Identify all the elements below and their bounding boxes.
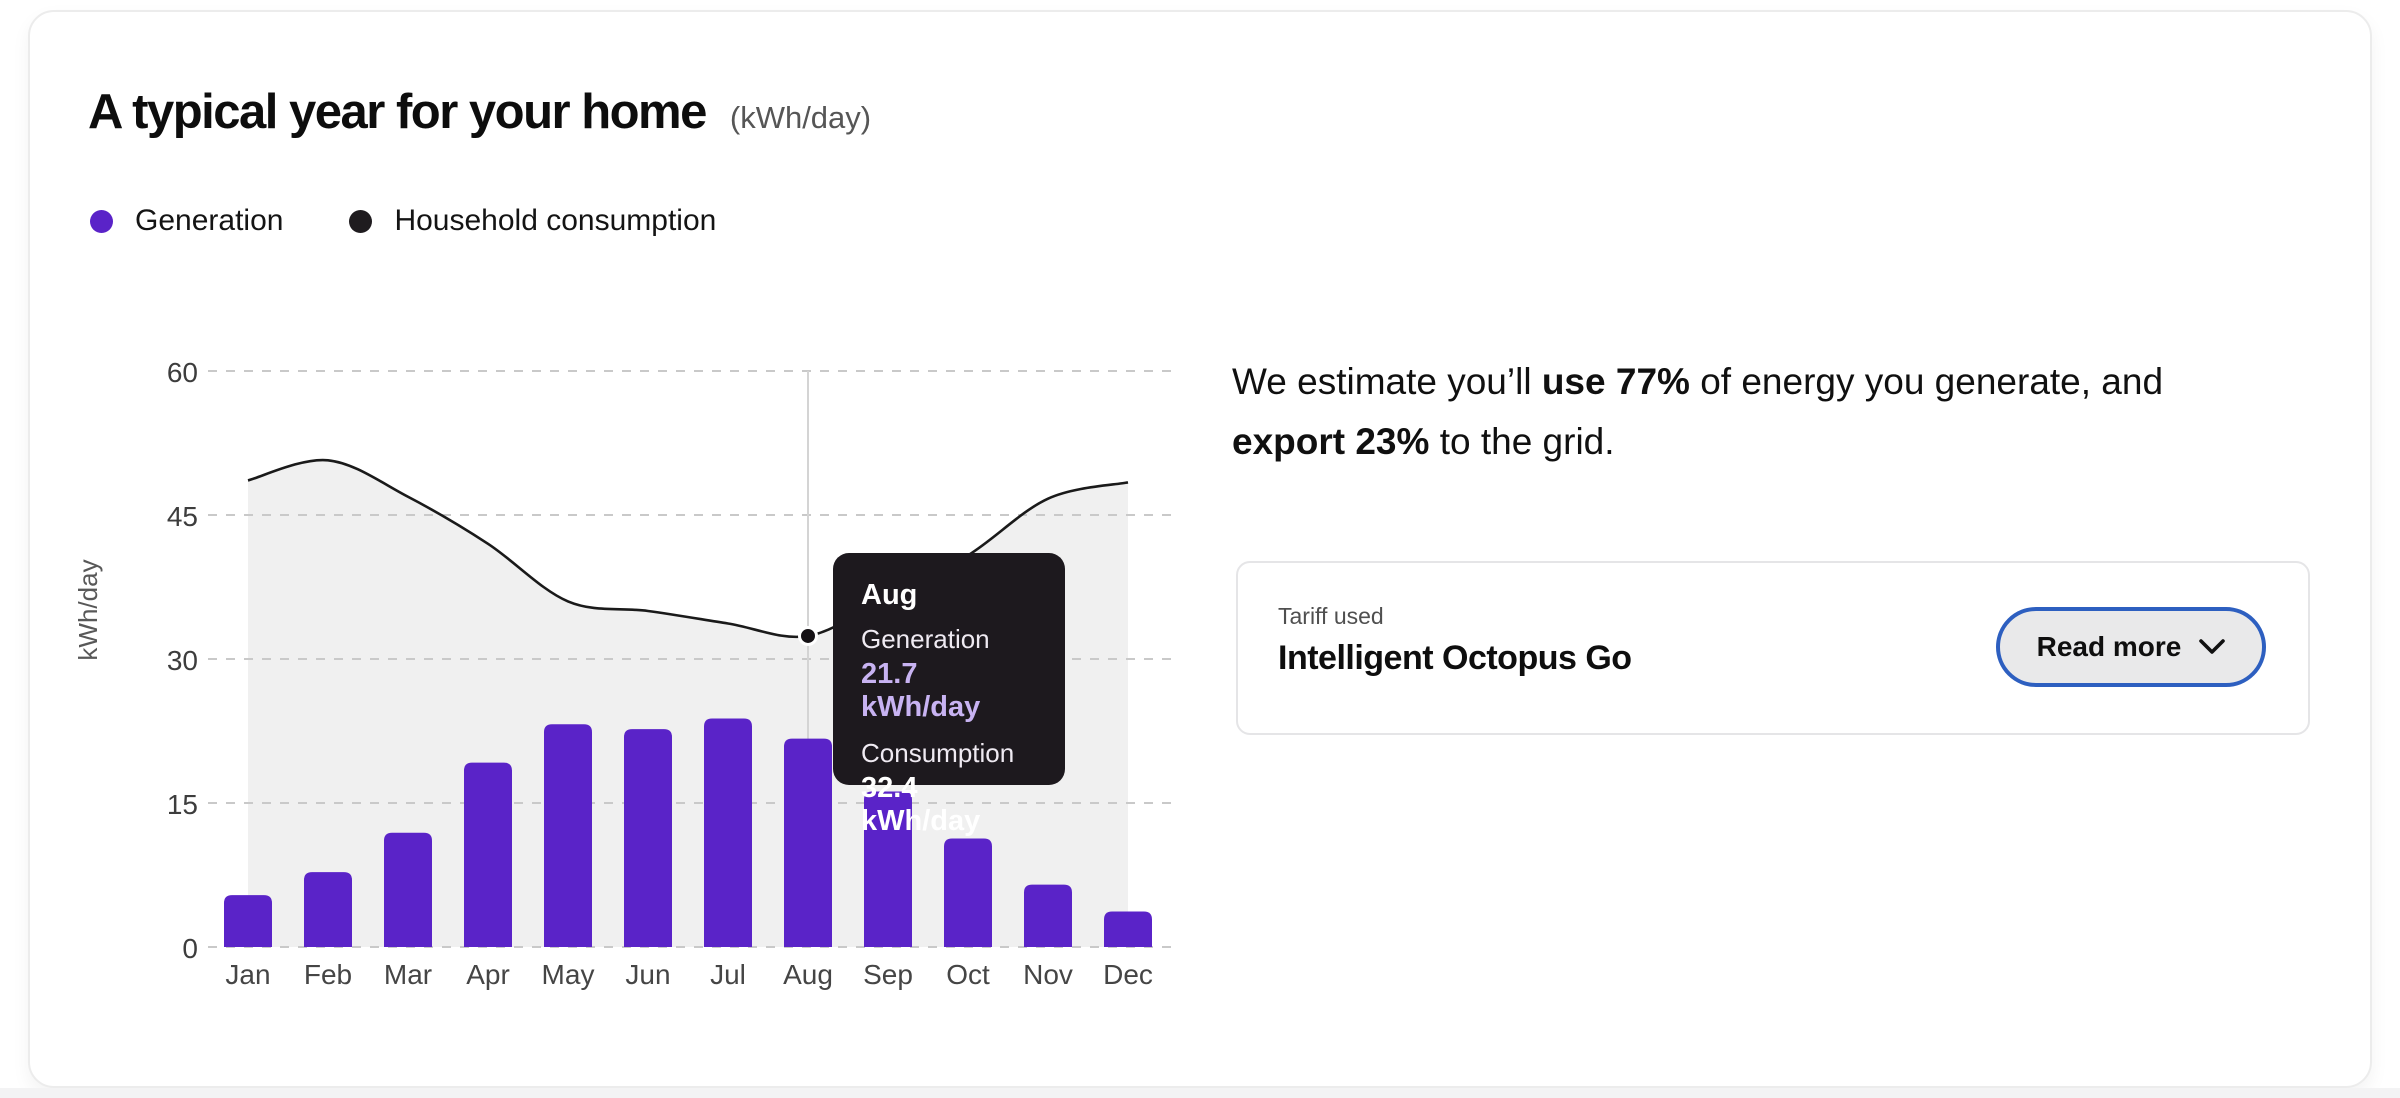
y-tick-label: 45	[167, 501, 198, 532]
x-tick-label: Mar	[384, 959, 432, 990]
generation-bar[interactable]	[944, 838, 992, 947]
x-tick-label: Jan	[225, 959, 270, 990]
tariff-name: Intelligent Octopus Go	[1278, 639, 1632, 677]
y-tick-label: 60	[167, 357, 198, 388]
legend-label-generation: Generation	[135, 204, 284, 237]
page-title-unit: (kWh/day)	[729, 100, 872, 135]
generation-dot-icon	[90, 209, 113, 233]
generation-bar[interactable]	[1024, 884, 1072, 947]
chart-tooltip: Aug Generation 21.7 kWh/day Consumption …	[833, 553, 1065, 837]
read-more-button[interactable]: Read more	[1996, 607, 2266, 687]
estimate-part3: to the grid.	[1429, 421, 1615, 462]
x-tick-label: Jul	[710, 959, 746, 990]
legend-item-generation: Generation	[90, 204, 283, 238]
legend-label-consumption: Household consumption	[394, 204, 717, 237]
generation-bar[interactable]	[544, 724, 592, 947]
x-tick-label: May	[542, 959, 595, 990]
generation-bar[interactable]	[384, 832, 432, 947]
chart-header: A typical year for your home (kWh/day)	[88, 84, 871, 140]
y-tick-label: 15	[167, 789, 198, 820]
generation-bar[interactable]	[224, 895, 272, 947]
y-tick-label: 0	[182, 933, 198, 964]
tooltip-month: Aug	[861, 579, 918, 611]
tooltip-generation-label: Generation	[861, 624, 990, 654]
estimate-export-percent: export 23%	[1232, 421, 1430, 462]
page-background-strip	[0, 1088, 2400, 1098]
y-axis-title: kWh/day	[73, 559, 103, 660]
read-more-label: Read more	[2036, 631, 2182, 662]
generation-bar[interactable]	[784, 738, 832, 947]
tooltip-consumption-label: Consumption	[861, 738, 1015, 768]
x-tick-label: Aug	[783, 959, 833, 990]
chart-legend: Generation Household consumption	[90, 204, 716, 238]
x-tick-label: Feb	[304, 959, 352, 990]
generation-bar[interactable]	[304, 872, 352, 947]
estimate-use-percent: use 77%	[1541, 361, 1690, 402]
tariff-used-label: Tariff used	[1278, 603, 1384, 629]
consumption-dot-icon	[349, 209, 373, 233]
estimate-text: We estimate you’ll use 77% of energy you…	[1232, 352, 2282, 472]
chevron-down-icon	[2199, 639, 2226, 654]
x-tick-label: Apr	[466, 959, 510, 990]
x-tick-label: Dec	[1103, 959, 1153, 990]
estimate-part1: We estimate you’ll	[1232, 361, 1542, 402]
x-tick-label: Nov	[1023, 959, 1073, 990]
legend-item-consumption: Household consumption	[349, 204, 716, 238]
chart-area[interactable]: 0 15 30 45 60 kWh/day Jan Feb Mar Apr May Jun Jul Aug…	[60, 340, 1210, 1020]
page-title: A typical year for your home	[88, 85, 707, 139]
chart-svg: 0 15 30 45 60 kWh/day Jan Feb Mar Apr May Jun Jul Aug…	[73, 357, 1180, 990]
generation-bar[interactable]	[624, 729, 672, 947]
x-tick-label: Sep	[863, 959, 913, 990]
x-tick-label: Oct	[946, 959, 990, 990]
x-tick-label: Jun	[625, 959, 670, 990]
generation-bar[interactable]	[1104, 911, 1152, 947]
generation-bar[interactable]	[464, 762, 512, 947]
generation-bar[interactable]	[704, 718, 752, 947]
tooltip-consumption-value: 32.4 kWh/day	[861, 772, 981, 837]
tooltip-generation-value: 21.7 kWh/day	[861, 658, 981, 723]
estimate-part2: of energy you generate, and	[1689, 361, 2164, 402]
generation-bar[interactable]	[864, 791, 912, 947]
highlighted-point	[798, 625, 818, 646]
consumption-line	[247, 458, 1129, 639]
y-tick-label: 30	[167, 645, 198, 676]
